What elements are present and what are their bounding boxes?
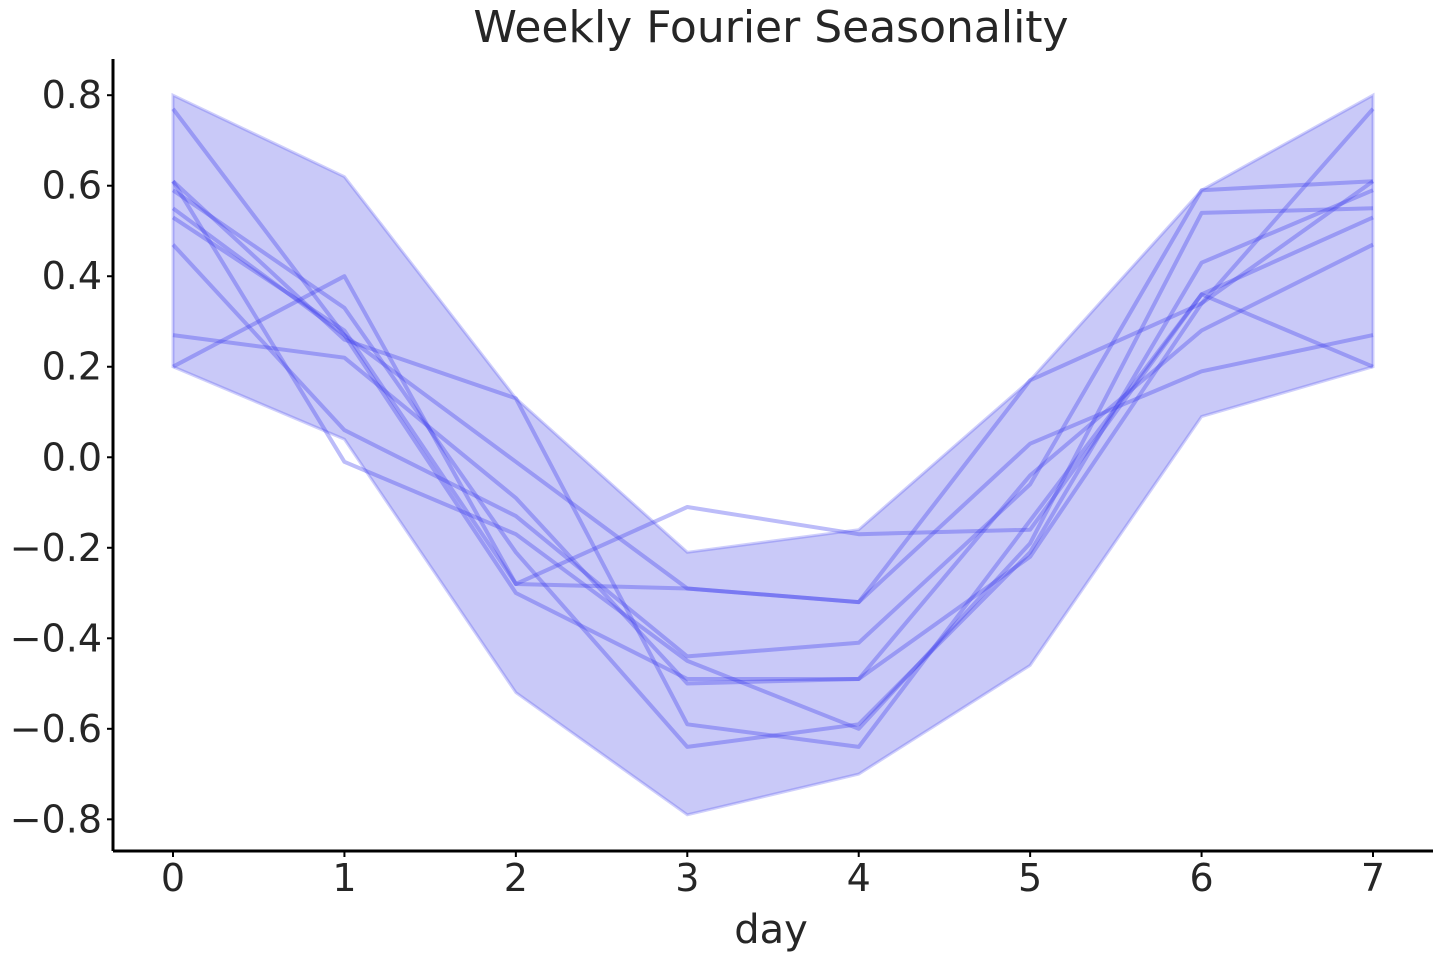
y-tick-label: −0.8 (10, 797, 102, 841)
x-tick-label: 1 (332, 856, 356, 900)
y-tick-label: −0.6 (10, 707, 102, 751)
y-tick-label: 0.8 (42, 73, 102, 117)
y-tick-label: −0.2 (10, 526, 102, 570)
x-tick-label: 3 (675, 856, 699, 900)
x-ticks: 0 1 2 3 4 5 6 7 (161, 851, 1385, 900)
x-tick-label: 4 (847, 856, 871, 900)
series-line-2 (171, 180, 1374, 731)
confidence-band (171, 92, 1375, 817)
x-axis-label: day (734, 907, 808, 953)
band-layer (171, 92, 1375, 817)
x-tick-label: 0 (161, 856, 185, 900)
series-line-8 (172, 274, 1374, 605)
series-line-5 (171, 215, 1374, 586)
series-line-9 (171, 179, 1374, 749)
x-tick-label: 7 (1361, 856, 1385, 900)
series-line-3 (171, 188, 1374, 749)
chart-title: Weekly Fourier Seasonality (473, 2, 1068, 53)
y-tick-label: −0.4 (10, 616, 102, 660)
y-tick-label: 0.2 (42, 345, 102, 389)
y-ticks: 0.8 0.6 0.4 0.2 0.0 −0.2 −0.4 −0.6 −0.8 (10, 73, 113, 841)
axes (111, 59, 1433, 853)
x-tick-label: 2 (504, 856, 528, 900)
y-tick-label: 0.4 (42, 254, 102, 298)
series-line-7 (172, 242, 1374, 686)
series-line-1 (171, 107, 1375, 681)
series-layer (171, 107, 1375, 749)
series-line-4 (171, 179, 1375, 605)
x-tick-label: 6 (1189, 856, 1213, 900)
series-line-6 (171, 179, 1374, 659)
x-tick-label: 5 (1018, 856, 1042, 900)
y-tick-label: 0.0 (42, 435, 102, 479)
y-tick-label: 0.6 (42, 164, 102, 208)
